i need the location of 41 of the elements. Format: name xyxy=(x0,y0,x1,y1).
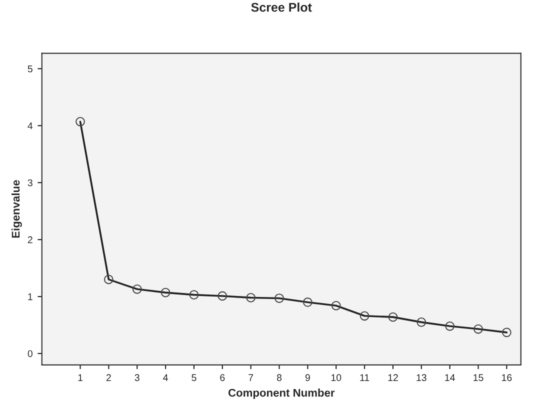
point xyxy=(445,321,455,331)
x-tick-label: 12 xyxy=(388,374,398,381)
x-tick-label: 11 xyxy=(360,374,370,381)
x-tick-label: 16 xyxy=(502,374,512,382)
x-tick-label: 10 xyxy=(331,374,342,382)
point xyxy=(104,274,114,284)
point xyxy=(246,292,256,302)
x-tick-label: 14 xyxy=(445,374,455,381)
point xyxy=(274,294,284,303)
y-tick-label: 2 xyxy=(28,236,32,244)
x-tick-label: 3 xyxy=(134,374,140,382)
x-tick-label: 2 xyxy=(106,374,111,381)
x-tick-label: 13 xyxy=(416,374,426,382)
x-tick-label: 8 xyxy=(276,374,282,382)
x-axis-title: Component Number xyxy=(228,388,335,399)
point xyxy=(160,288,170,298)
point xyxy=(360,311,370,321)
x-tick-label: 6 xyxy=(220,374,225,382)
point xyxy=(416,317,426,327)
x-tick-label: 4 xyxy=(163,374,168,381)
chart-title: Scree Plot xyxy=(251,2,312,12)
y-axis-title: Eigenvalue xyxy=(11,180,22,238)
point xyxy=(474,324,483,334)
point xyxy=(502,328,512,338)
point xyxy=(76,116,85,126)
y-tick-label: 4 xyxy=(28,122,33,130)
point xyxy=(388,312,398,322)
x-tick-label: 7 xyxy=(248,374,254,381)
point xyxy=(302,298,312,307)
point xyxy=(132,284,142,294)
y-tick-label: 1 xyxy=(28,293,32,300)
point xyxy=(331,300,341,310)
x-tick-label: 15 xyxy=(474,374,484,382)
y-tick-label: 5 xyxy=(28,66,32,72)
point xyxy=(189,290,199,300)
y-tick-label: 0 xyxy=(28,350,32,358)
y-tick-label: 3 xyxy=(28,179,32,186)
point xyxy=(218,291,228,301)
x-tick-label: 5 xyxy=(192,374,196,382)
x-tick-label: 9 xyxy=(305,374,310,382)
x-tick-label: 1 xyxy=(78,374,82,381)
